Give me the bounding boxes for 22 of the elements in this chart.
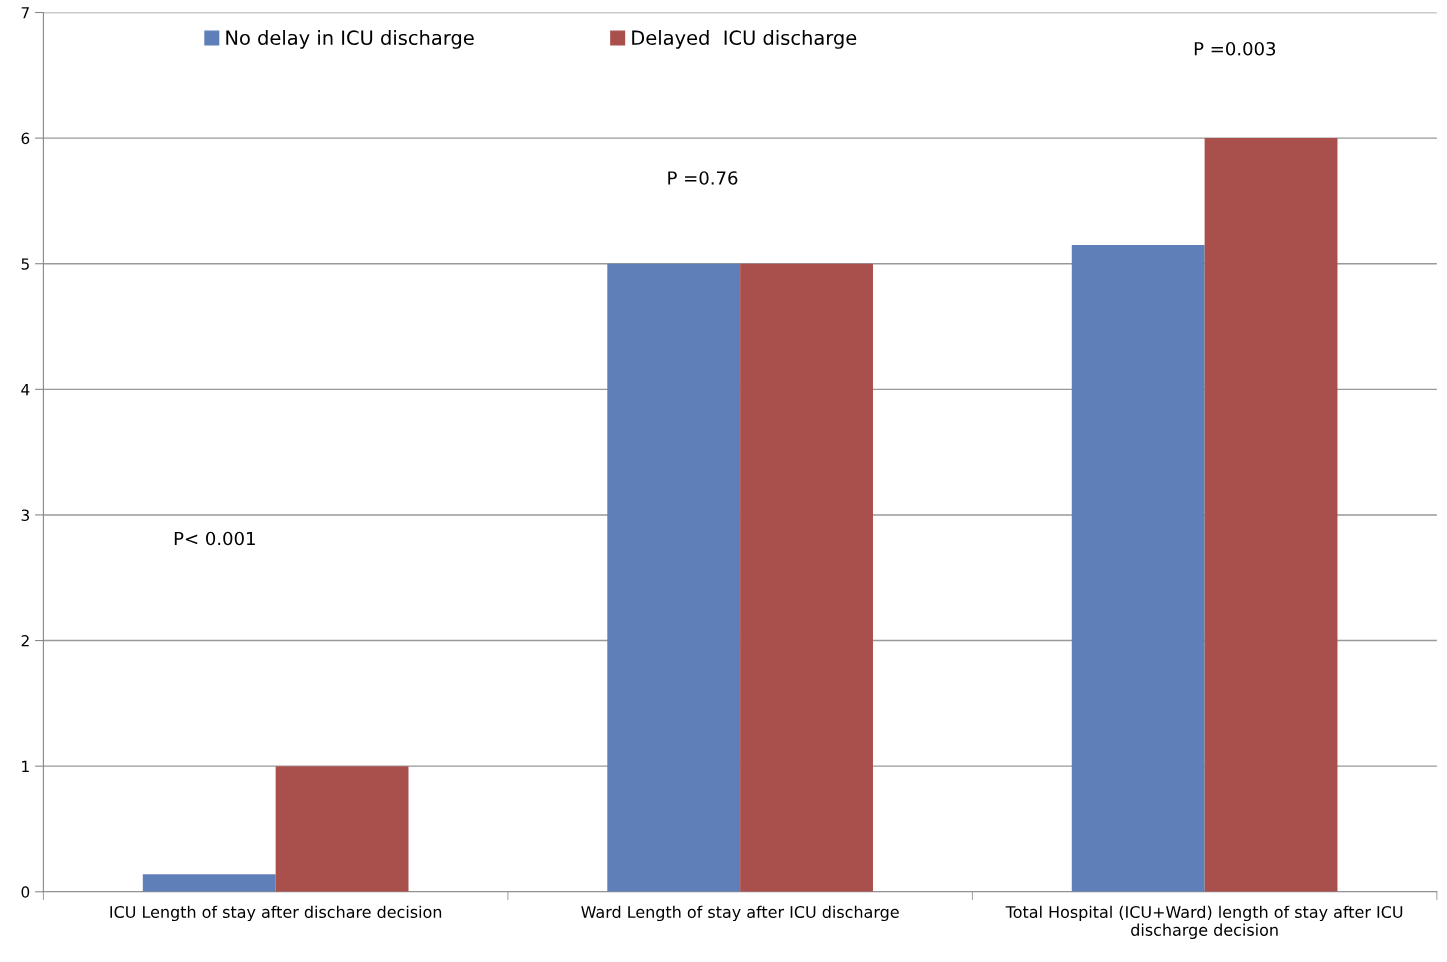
- annotation: P< 0.001: [174, 531, 255, 546]
- y-tick-label: 6: [21, 132, 30, 145]
- y-tick-label: 3: [21, 509, 29, 521]
- y-tick-label: 0: [21, 886, 30, 898]
- bar: [142, 874, 276, 892]
- legend-label: Delayed ICU discharge: [632, 30, 857, 49]
- bar: [1204, 138, 1338, 892]
- x-tick-label: Ward Length of stay after ICU discharge: [581, 905, 899, 922]
- bar: [607, 263, 741, 892]
- annotation: P =0.76: [668, 171, 738, 185]
- legend-label: No delay in ICU discharge: [226, 30, 474, 49]
- x-tick-label: ICU Length of stay after dischare decision: [110, 905, 442, 922]
- y-tick-label: 4: [21, 384, 30, 396]
- y-tick-label: 1: [22, 760, 29, 772]
- bar: [275, 766, 409, 892]
- x-tick-label: Total Hospital (ICU+Ward) length of stay after ICU discharge decision: [1005, 905, 1403, 940]
- bar: [740, 263, 873, 892]
- y-tick-label: 5: [21, 258, 29, 270]
- annotation: P =0.003: [1194, 41, 1276, 56]
- y-tick-label: 2: [21, 635, 29, 647]
- y-tick-label: 7: [21, 7, 29, 19]
- bar: [1071, 244, 1205, 892]
